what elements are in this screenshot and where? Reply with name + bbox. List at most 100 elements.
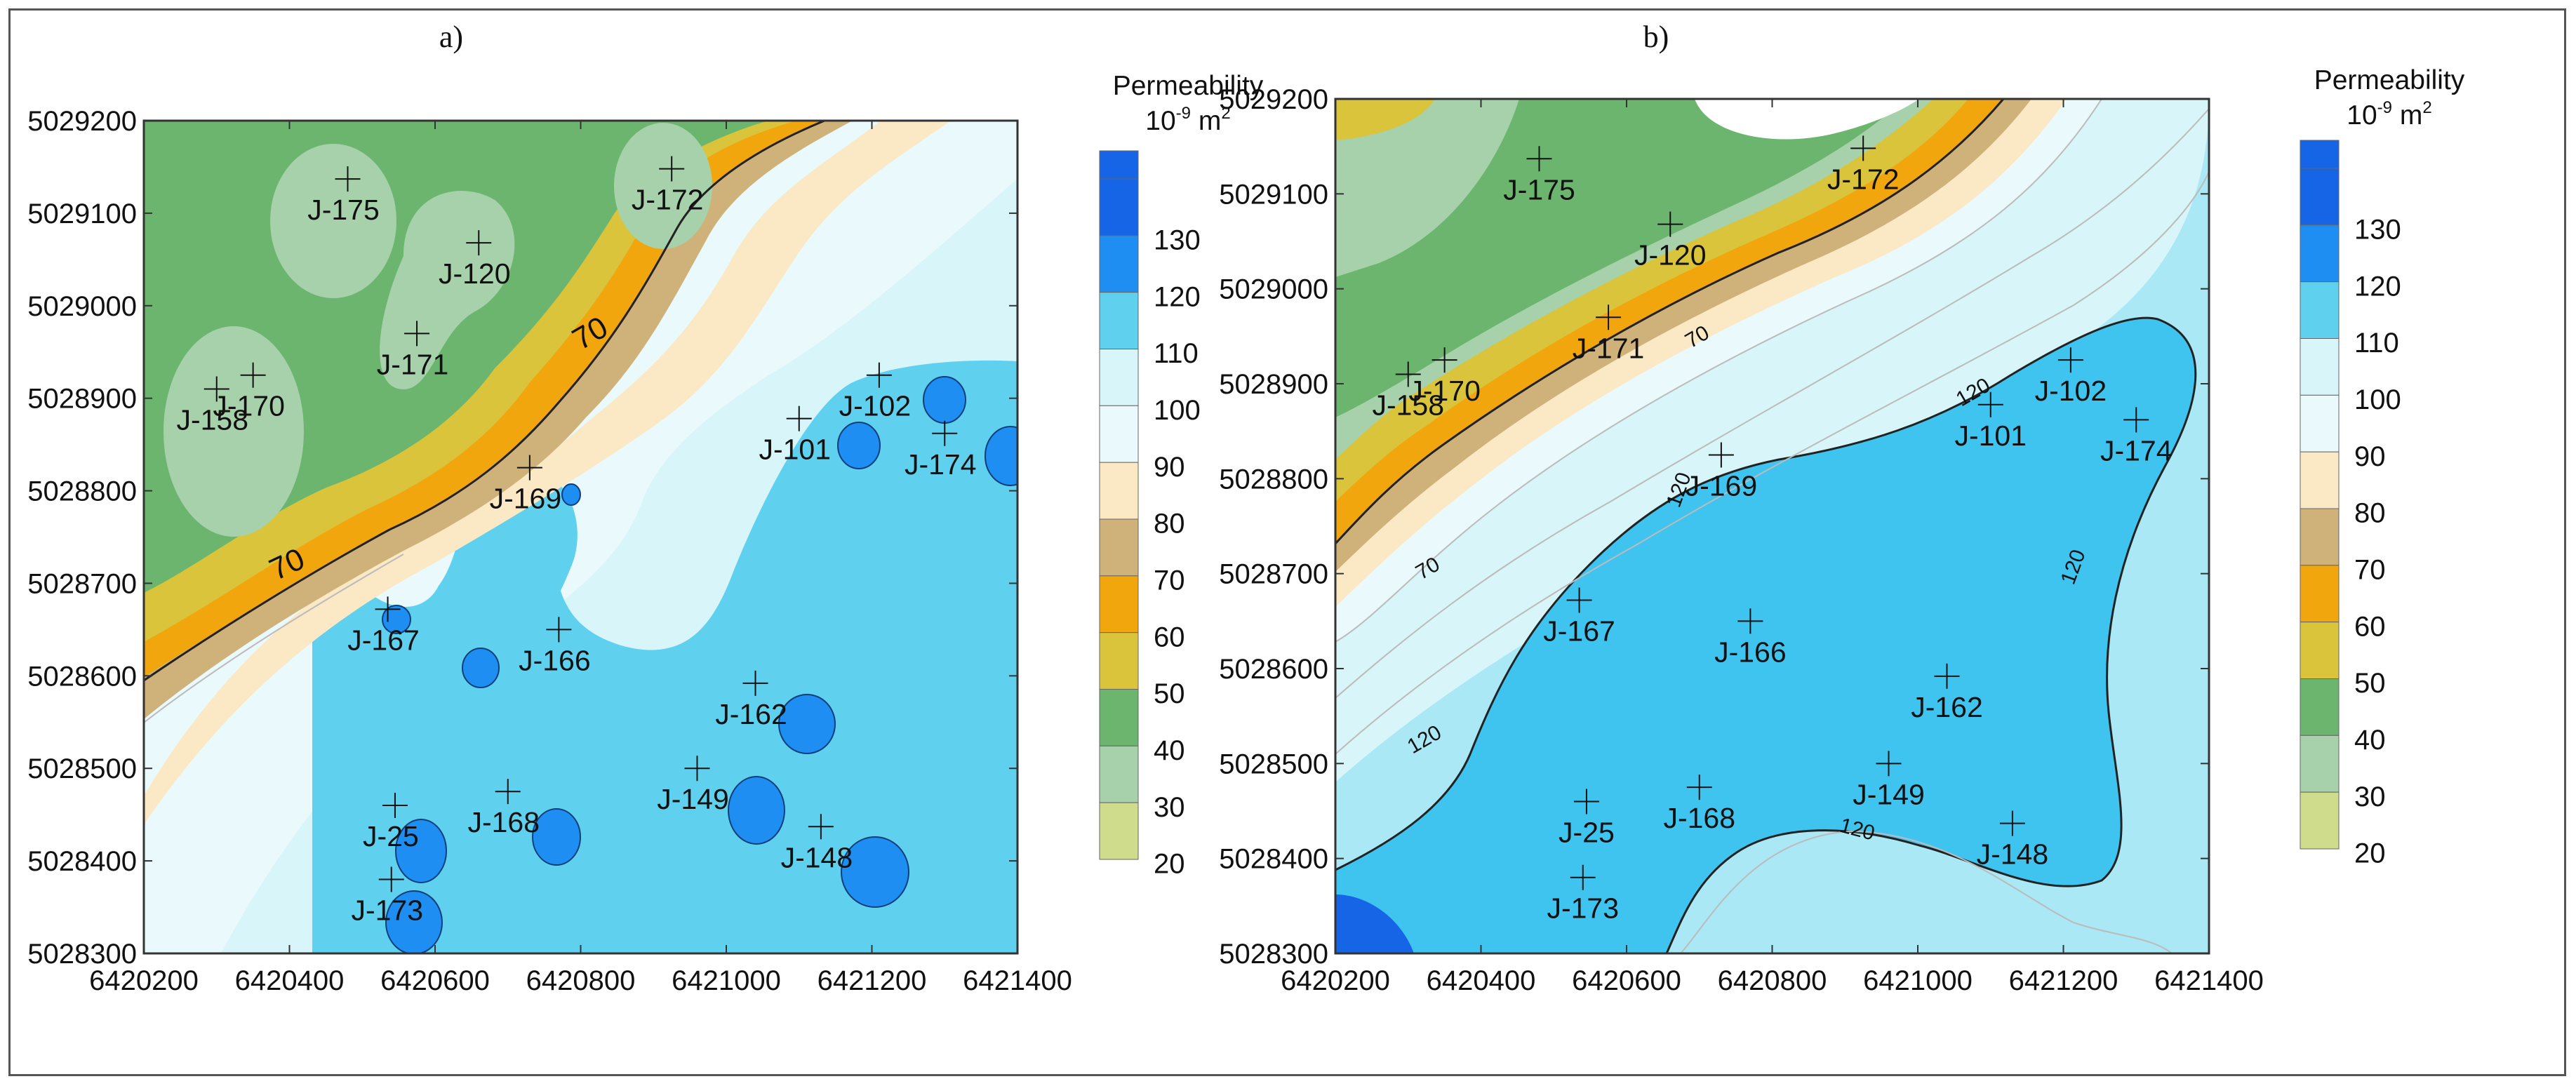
legend-level-label: 40 xyxy=(2354,725,2386,756)
legend-level-label: 70 xyxy=(1154,565,1185,596)
bubble-j166 xyxy=(462,648,500,688)
well-marker[interactable]: J-102 xyxy=(2035,347,2107,407)
legend-level-label: 100 xyxy=(2354,384,2401,415)
well-marker[interactable]: J-149 xyxy=(1853,751,1925,810)
well-marker[interactable]: J-162 xyxy=(715,670,787,730)
well-marker[interactable]: J-25 xyxy=(1559,789,1615,848)
well-label: J-25 xyxy=(1559,816,1615,848)
well-marker[interactable]: J-173 xyxy=(351,866,423,926)
legend-swatch xyxy=(2300,622,2340,680)
well-marker[interactable]: J-101 xyxy=(1954,391,2027,452)
legend-swatch xyxy=(2300,338,2340,396)
well-label: J-170 xyxy=(1408,375,1481,407)
y-tick-label: 5028400 xyxy=(1219,844,1328,875)
bubble-j168 xyxy=(532,808,581,866)
well-marker[interactable]: J-120 xyxy=(439,230,511,290)
bubble-j149 xyxy=(728,776,785,845)
legend-swatch xyxy=(1099,575,1139,634)
well-marker[interactable]: J-167 xyxy=(1543,587,1615,648)
well-label: J-25 xyxy=(363,820,419,852)
well-label: J-148 xyxy=(781,841,853,873)
well-label: J-169 xyxy=(1686,470,1758,502)
zone-b-120-130 xyxy=(1335,318,2196,953)
y-tick-label: 5029100 xyxy=(27,199,137,229)
legend-level-label: 120 xyxy=(2354,271,2401,302)
well-marker[interactable]: J-120 xyxy=(1634,211,1707,272)
well-marker[interactable]: J-162 xyxy=(1911,663,1983,723)
legend-level-label: 90 xyxy=(1154,452,1185,483)
well-marker[interactable]: J-148 xyxy=(781,814,853,873)
well-marker[interactable]: J-158 xyxy=(176,376,248,436)
well-label: J-173 xyxy=(351,894,423,926)
map-b-contour-fills xyxy=(1335,99,2209,953)
legend-level-label: 120 xyxy=(1154,281,1201,312)
legend-level-label: 100 xyxy=(1154,395,1201,426)
well-marker[interactable]: J-170 xyxy=(1408,347,1481,407)
well-marker[interactable]: J-167 xyxy=(347,596,420,656)
y-tick-label: 5028400 xyxy=(27,846,137,877)
y-tick-label: 5029100 xyxy=(1219,179,1328,210)
legend-level-label: 30 xyxy=(2354,782,2386,812)
well-marker[interactable]: J-101 xyxy=(759,405,831,466)
legend-swatch xyxy=(1099,518,1139,577)
well-marker[interactable]: J-169 xyxy=(490,455,562,515)
well-marker[interactable]: J-166 xyxy=(1714,608,1787,668)
well-marker[interactable]: J-175 xyxy=(307,166,380,226)
well-marker[interactable]: J-168 xyxy=(467,779,540,838)
well-marker[interactable]: J-158 xyxy=(1372,361,1444,421)
legend-level-label: 20 xyxy=(1154,849,1185,880)
bubble-j148 xyxy=(841,836,909,908)
x-tick-label: 6420200 xyxy=(1281,965,1390,996)
well-marker[interactable]: J-172 xyxy=(1827,135,1900,195)
well-marker[interactable]: J-102 xyxy=(839,362,912,422)
y-tick-label: 5028800 xyxy=(27,476,137,507)
well-label: J-101 xyxy=(1954,420,2027,452)
well-marker[interactable]: J-166 xyxy=(519,617,591,676)
well-marker[interactable]: J-172 xyxy=(632,156,704,216)
legend-swatch xyxy=(1099,462,1139,520)
well-marker[interactable]: J-173 xyxy=(1547,864,1619,925)
well-marker[interactable]: J-148 xyxy=(1977,810,2049,871)
zone-b-corner-yellow xyxy=(1335,99,1435,140)
y-tick-label: 5029000 xyxy=(27,291,137,322)
legend-level-label: 60 xyxy=(2354,611,2386,642)
axes-b: 6420200 6420400 6420600 6420800 6421000 64212… xyxy=(1219,84,2264,996)
contour-120-b xyxy=(1335,316,2197,953)
y-tick-label: 5029200 xyxy=(27,106,137,137)
x-tick-label: 6421200 xyxy=(817,965,927,996)
well-marker[interactable]: J-170 xyxy=(213,362,285,422)
well-label: J-149 xyxy=(657,783,729,815)
y-tick-label: 5028700 xyxy=(1219,559,1328,590)
well-marker[interactable]: J-171 xyxy=(1573,304,1645,364)
well-label: J-158 xyxy=(1372,389,1444,421)
contour-grey-b1 xyxy=(1335,99,2102,643)
x-tick-label: 6421000 xyxy=(672,965,781,996)
well-label: J-149 xyxy=(1853,778,1925,810)
well-marker[interactable]: J-171 xyxy=(377,321,449,380)
legend-swatch xyxy=(2300,168,2340,226)
well-label: J-162 xyxy=(1911,691,1983,723)
y-tick-label: 5028600 xyxy=(27,661,137,692)
panel-a: a) xyxy=(27,20,1264,996)
y-tick-label: 5028700 xyxy=(27,568,137,599)
well-marker[interactable]: J-149 xyxy=(657,756,729,815)
legend-top-cap xyxy=(1099,150,1139,180)
legend-level-label: 130 xyxy=(1154,224,1201,255)
bubble-j25 xyxy=(395,819,447,883)
well-marker[interactable]: J-174 xyxy=(905,420,977,481)
well-marker[interactable]: J-169 xyxy=(1686,442,1758,502)
x-tick-label: 6420800 xyxy=(1718,965,1827,996)
legend-unit-b: 10-9 m2 xyxy=(2347,98,2431,130)
well-marker[interactable]: J-168 xyxy=(1663,775,1735,834)
well-marker[interactable]: J-174 xyxy=(2100,407,2173,467)
panel-label-a: a) xyxy=(439,20,463,54)
well-label: J-171 xyxy=(1573,332,1645,364)
legend-swatch xyxy=(2300,508,2340,566)
blob-172 xyxy=(614,123,712,249)
y-tick-label: 5028500 xyxy=(1219,749,1328,779)
well-marker[interactable]: J-175 xyxy=(1503,146,1575,206)
well-label: J-168 xyxy=(1663,802,1735,834)
well-marker[interactable]: J-25 xyxy=(363,792,419,852)
y-tick-label: 5028600 xyxy=(1219,654,1328,685)
